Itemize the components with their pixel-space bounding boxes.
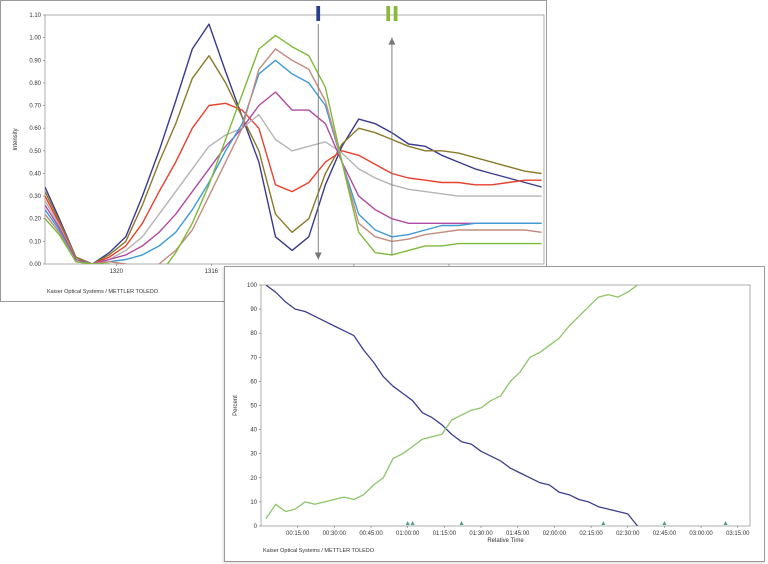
spectra-chart-panel: 0.00 0.10 0.20 0.30 0.40 0.50 0.60 0.70 0.80 0.90… <box>0 0 547 302</box>
series-line-spectrum-7 <box>45 48 542 264</box>
y-tick-label: 0.40 <box>29 171 41 177</box>
series-line-spectrum-8 <box>45 34 542 264</box>
spectra-chart: 0.00 0.10 0.20 0.30 0.40 0.50 0.60 0.70 0.80 0.90… <box>13 2 545 295</box>
x-tick-label: 01:45:00 <box>506 531 530 537</box>
x-tick-label: 03:00:00 <box>689 531 713 537</box>
x-tick-label: 00:15:00 <box>286 531 310 537</box>
annotation-label: I <box>315 2 322 26</box>
y-tick-label: 0.00 <box>29 262 41 268</box>
series-line-series-rising <box>265 285 638 520</box>
x-tick-label: 1316 <box>205 269 219 275</box>
series-line-series-declining <box>265 285 639 526</box>
annotation-arrowhead <box>388 37 396 45</box>
x-tick-label: 03:15:00 <box>726 531 750 537</box>
y-tick-label: 0.60 <box>29 126 41 132</box>
credit-text: Kaiser Optical Systems / METTLER TOLEDO <box>263 548 375 554</box>
x-axis-label: Relative Time <box>487 538 524 544</box>
y-tick-label: 0.70 <box>29 104 41 110</box>
series-line-spectrum-5 <box>45 91 542 264</box>
x-tick-label: 02:00:00 <box>543 531 567 537</box>
x-tick-label: 02:30:00 <box>616 531 640 537</box>
y-tick-label: 0.90 <box>29 58 41 64</box>
y-tick-label: 1.10 <box>29 13 41 19</box>
y-tick-label: 30 <box>250 452 257 458</box>
y-tick-label: 50 <box>250 404 257 410</box>
percent-chart: 0 10 20 30 40 50 60 70 80 90 100 00:15:00 00:30:00 00… <box>233 283 751 554</box>
plot-frame <box>260 284 751 527</box>
series-line-spectrum-4 <box>45 113 542 264</box>
x-tick-label: 01:00:00 <box>396 531 420 537</box>
plot-frame <box>44 14 545 265</box>
x-tick-label: 01:30:00 <box>469 531 493 537</box>
y-axis-label: Intensity <box>13 128 19 150</box>
y-tick-label: 0.10 <box>29 239 41 245</box>
y-tick-label: 0.30 <box>29 194 41 200</box>
credit-text: Kaiser Optical Systems / METTLER TOLEDO <box>47 289 159 295</box>
y-tick-label: 20 <box>250 476 257 482</box>
series-line-spectrum-3 <box>45 102 542 264</box>
series-line-spectrum-2 <box>45 55 542 264</box>
event-marker <box>723 521 728 525</box>
y-tick-label: 0.50 <box>29 149 41 155</box>
y-tick-label: 60 <box>250 379 257 385</box>
annotation-arrowhead <box>314 252 322 260</box>
x-tick-label: 01:15:00 <box>433 531 457 537</box>
y-tick-label: 70 <box>250 355 257 361</box>
event-marker <box>662 521 667 525</box>
x-tick-label: 1320 <box>110 269 124 275</box>
y-tick-label: 100 <box>247 283 258 289</box>
series-line-spectrum-6 <box>45 59 542 264</box>
percent-chart-panel: 0 10 20 30 40 50 60 70 80 90 100 00:15:00 00:30:00 00… <box>224 266 765 562</box>
y-axis-label: Percent <box>233 395 239 416</box>
x-tick-label: 00:45:00 <box>359 531 383 537</box>
annotation-label: II <box>384 2 399 26</box>
event-marker <box>405 521 410 525</box>
y-tick-label: 0 <box>254 524 258 530</box>
y-tick-label: 0.20 <box>29 217 41 223</box>
y-tick-label: 90 <box>250 307 257 313</box>
x-tick-label: 02:45:00 <box>653 531 677 537</box>
y-tick-label: 40 <box>250 428 257 434</box>
y-tick-label: 80 <box>250 331 257 337</box>
series-line-spectrum-1 <box>45 23 542 264</box>
event-marker <box>459 521 464 525</box>
event-marker <box>601 521 606 525</box>
y-tick-label: 0.80 <box>29 81 41 87</box>
event-marker <box>410 521 415 525</box>
y-tick-label: 1.00 <box>29 36 41 42</box>
x-tick-label: 00:30:00 <box>323 531 347 537</box>
x-tick-label: 02:15:00 <box>579 531 603 537</box>
y-tick-label: 10 <box>250 500 257 506</box>
